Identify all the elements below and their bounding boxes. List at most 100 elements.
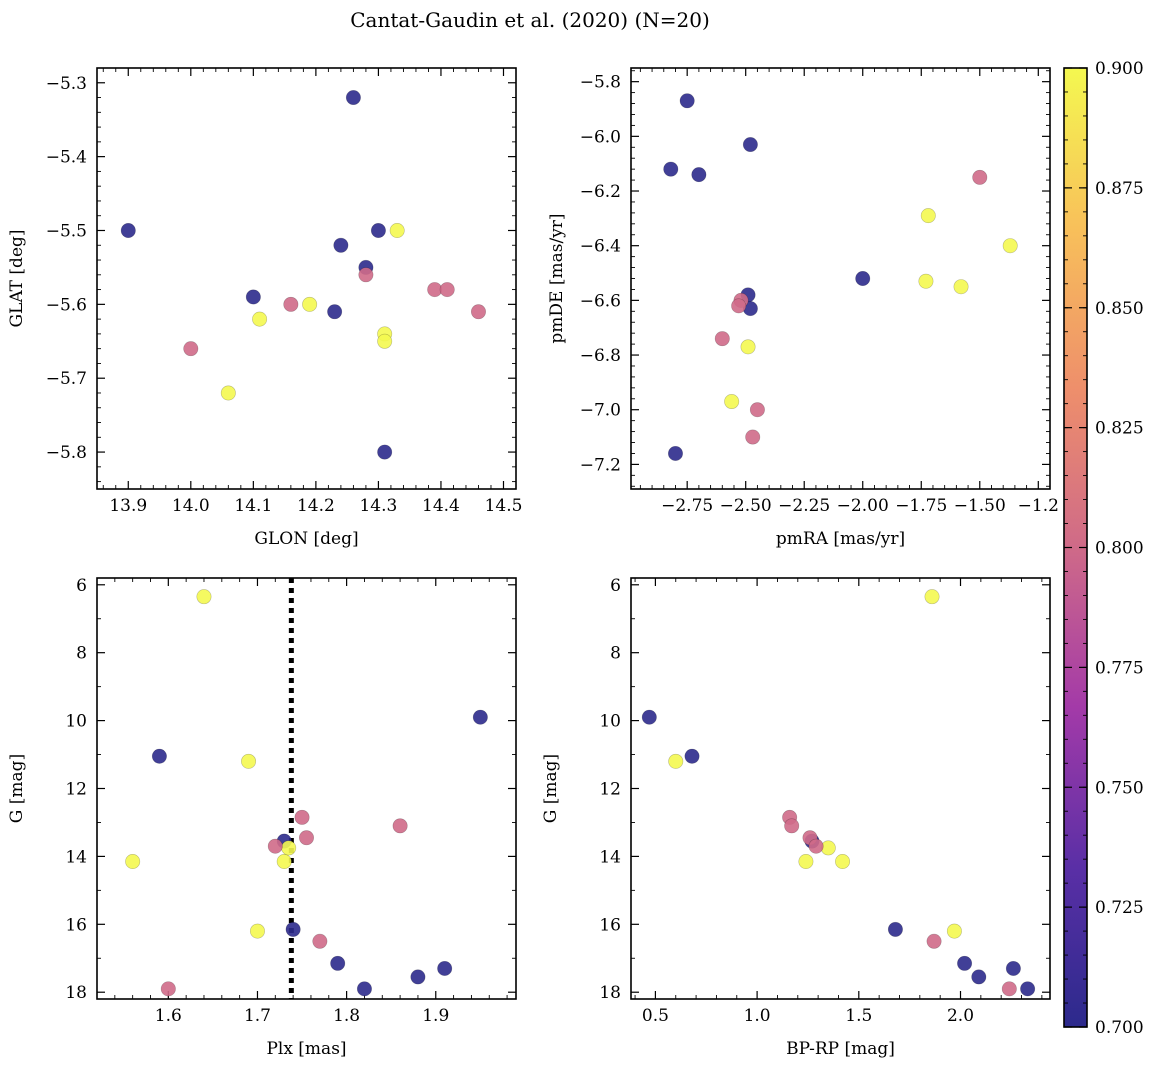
data-point bbox=[918, 273, 934, 289]
data-point bbox=[745, 429, 761, 445]
data-point bbox=[470, 304, 486, 320]
data-point bbox=[691, 167, 707, 183]
data-point bbox=[267, 838, 283, 854]
y-tick-label: −5.8 bbox=[580, 73, 621, 93]
data-point bbox=[327, 304, 343, 320]
y-tick-label: −5.3 bbox=[46, 74, 87, 94]
colorbar-frame bbox=[1063, 67, 1088, 1028]
x-tick-label: 14.1 bbox=[234, 496, 272, 516]
figure-title: Cantat-Gaudin et al. (2020) (N=20) bbox=[350, 8, 710, 32]
x-tick-label: 14.5 bbox=[485, 496, 523, 516]
data-point bbox=[684, 748, 700, 764]
axes-frame bbox=[96, 67, 517, 490]
data-point bbox=[312, 933, 328, 949]
data-point bbox=[887, 921, 903, 937]
colorbar-tick-label: 0.900 bbox=[1095, 59, 1144, 79]
y-tick-label: −6.8 bbox=[580, 346, 621, 366]
data-point bbox=[298, 830, 314, 846]
data-point bbox=[924, 589, 940, 605]
data-point bbox=[641, 709, 657, 725]
data-point bbox=[410, 969, 426, 985]
data-point bbox=[439, 282, 455, 298]
y-tick-label: 6 bbox=[76, 576, 87, 596]
axes-frame bbox=[96, 577, 517, 1000]
data-point bbox=[333, 237, 349, 253]
data-point bbox=[731, 298, 747, 314]
y-tick-label: −5.5 bbox=[46, 221, 87, 241]
data-point bbox=[953, 279, 969, 295]
y-axis-label: pmDE [mas/yr] bbox=[547, 213, 567, 343]
y-tick-label: −7.0 bbox=[580, 401, 621, 421]
y-tick-label: −5.4 bbox=[46, 148, 87, 168]
x-tick-label: 2.0 bbox=[947, 1006, 974, 1026]
y-tick-label: 10 bbox=[599, 712, 621, 732]
x-tick-label: 13.9 bbox=[109, 496, 147, 516]
data-point bbox=[183, 341, 199, 357]
y-tick-label: −6.2 bbox=[580, 182, 621, 202]
y-tick-label: −6.4 bbox=[580, 237, 621, 257]
colorbar: 0.700 0.725 0.750 0.775 0.800 0.825 0.850 0.875… bbox=[1063, 59, 1144, 1038]
data-point bbox=[749, 402, 765, 418]
x-tick-label: 1.9 bbox=[422, 1006, 449, 1026]
y-tick-label: 14 bbox=[599, 847, 621, 867]
y-tick-label: −5.8 bbox=[46, 443, 87, 463]
x-tick-label: −2.25 bbox=[778, 496, 830, 516]
x-axis-label: GLON [deg] bbox=[254, 529, 358, 549]
data-point bbox=[220, 385, 236, 401]
data-point bbox=[1005, 960, 1021, 976]
y-tick-label: 8 bbox=[610, 644, 621, 664]
x-tick-label: 14.0 bbox=[172, 496, 210, 516]
y-tick-label: −6.6 bbox=[580, 291, 621, 311]
data-point bbox=[345, 90, 361, 106]
data-point bbox=[125, 853, 141, 869]
data-point bbox=[377, 444, 393, 460]
y-tick-label: 18 bbox=[65, 983, 87, 1003]
x-tick-label: −2.75 bbox=[661, 496, 713, 516]
y-tick-label: 12 bbox=[65, 780, 87, 800]
x-tick-label: 1.6 bbox=[155, 1006, 182, 1026]
panel-bprp-g: 0.5 1.0 1.5 2.0 6 8 10 12 14 16 18 BP-RP [mag] G [ma… bbox=[541, 576, 1051, 1059]
y-tick-label: −6.0 bbox=[580, 127, 621, 147]
colorbar-tick-label: 0.775 bbox=[1095, 658, 1144, 678]
x-tick-label: 1.8 bbox=[333, 1006, 360, 1026]
x-tick-label: 1.5 bbox=[845, 1006, 872, 1026]
x-axis-label: pmRA [mas/yr] bbox=[776, 529, 905, 549]
x-tick-label: 14.4 bbox=[422, 496, 460, 516]
x-tick-label: 1.7 bbox=[244, 1006, 271, 1026]
data-point bbox=[389, 222, 405, 238]
data-point bbox=[160, 981, 176, 997]
data-point bbox=[957, 955, 973, 971]
data-point bbox=[808, 838, 824, 854]
x-tick-label: −1.2 bbox=[1018, 496, 1059, 516]
data-point bbox=[971, 969, 987, 985]
y-tick-label: 8 bbox=[76, 644, 87, 664]
y-tick-label: 16 bbox=[599, 915, 621, 935]
data-point bbox=[1001, 981, 1017, 997]
data-point bbox=[724, 394, 740, 410]
x-tick-label: −1.50 bbox=[954, 496, 1006, 516]
data-point bbox=[151, 748, 167, 764]
data-point bbox=[798, 853, 814, 869]
y-tick-label: 18 bbox=[599, 983, 621, 1003]
colorbar-tick-label: 0.825 bbox=[1095, 419, 1144, 439]
data-point bbox=[377, 333, 393, 349]
data-point bbox=[679, 93, 695, 109]
data-point bbox=[1002, 238, 1018, 254]
data-point bbox=[920, 208, 936, 224]
data-point bbox=[249, 923, 265, 939]
data-point bbox=[437, 960, 453, 976]
x-tick-label: −2.50 bbox=[720, 496, 772, 516]
x-tick-label: 14.3 bbox=[359, 496, 397, 516]
data-point bbox=[285, 921, 301, 937]
data-point bbox=[283, 296, 299, 312]
colorbar-tick-label: 0.700 bbox=[1095, 1018, 1144, 1038]
y-tick-label: 12 bbox=[599, 780, 621, 800]
data-point bbox=[302, 296, 318, 312]
y-tick-label: −5.6 bbox=[46, 295, 87, 315]
axes-frame bbox=[630, 67, 1051, 490]
data-point bbox=[1020, 981, 1036, 997]
data-point bbox=[946, 923, 962, 939]
panel-glon-glat: 13.9 14.0 14.1 14.2 14.3 14.4 14.5 −5.3 −5.4 −5.5… bbox=[7, 67, 523, 549]
data-point bbox=[784, 818, 800, 834]
